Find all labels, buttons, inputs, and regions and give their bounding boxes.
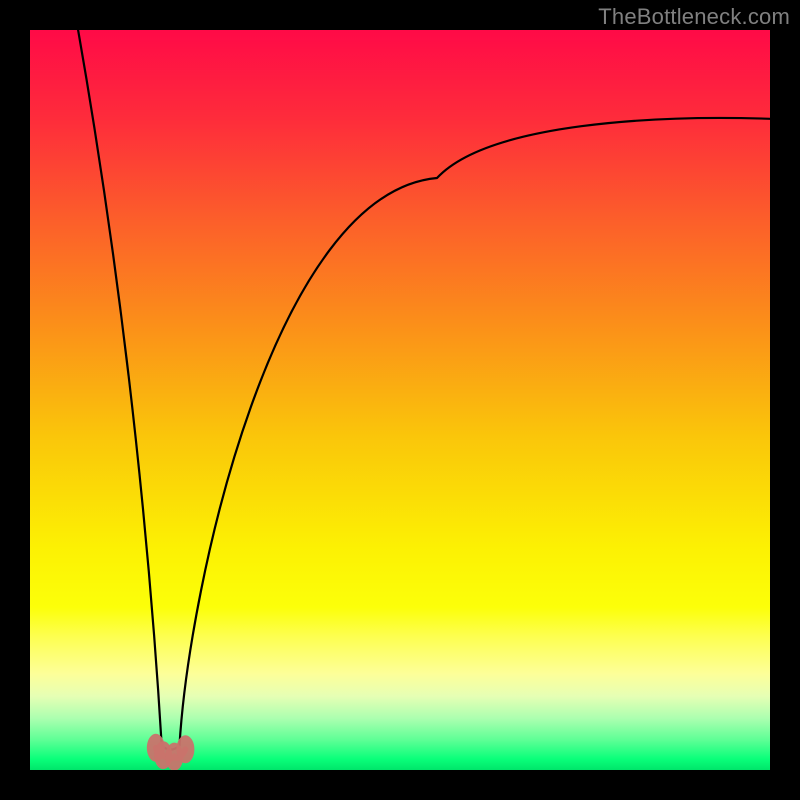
chart-container (30, 30, 770, 770)
notch-marker-dot (176, 735, 194, 763)
outer-frame: TheBottleneck.com (0, 0, 800, 800)
chart-svg (30, 30, 770, 770)
chart-background (30, 30, 770, 770)
watermark-text: TheBottleneck.com (598, 4, 790, 30)
